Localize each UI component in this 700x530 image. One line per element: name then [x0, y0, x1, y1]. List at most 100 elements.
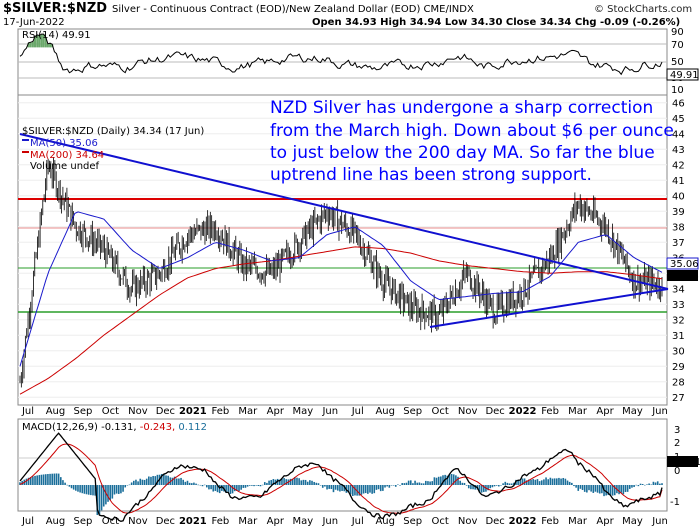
- macd-hist-bar: [208, 485, 210, 490]
- macd-hist-bar: [257, 485, 260, 486]
- macd-hist-bar: [581, 485, 584, 491]
- macd-hist-bar: [420, 483, 423, 485]
- macd-hist-bar: [431, 481, 434, 485]
- price-tick-label: 44: [672, 129, 685, 140]
- macd-hist-bar: [302, 479, 305, 485]
- macd-hist-bar: [379, 485, 382, 492]
- macd-hist-bar: [242, 485, 245, 488]
- rsi-tick-50: 50: [671, 57, 684, 68]
- macd-hist-bar: [440, 476, 442, 485]
- x-axis-label: Oct: [102, 406, 119, 417]
- uptrend-line: [429, 288, 669, 328]
- x-axis-label: Feb: [211, 406, 229, 417]
- macd-hist-bar: [390, 485, 393, 486]
- macd-hist-bar: [654, 482, 657, 485]
- macd-hist-bar: [646, 484, 648, 485]
- macd-hist-bar: [360, 485, 363, 495]
- macd-hist-bar: [25, 478, 28, 485]
- macd-hist-bar: [246, 485, 249, 487]
- price-tick-label: 39: [672, 207, 685, 218]
- macd-hist-bar: [435, 477, 438, 485]
- macd-panel: MACD(12,26,9) -0.131, -0.243, 0.112 3 2 …: [17, 418, 700, 522]
- macd-hist-bar: [659, 483, 661, 485]
- macd-hist-bar: [77, 485, 79, 492]
- macd-signal-label: -0.243,: [140, 422, 175, 433]
- macd-hist-bar: [272, 479, 275, 485]
- macd-hist-bar: [450, 473, 453, 485]
- macd-hist-bar: [461, 482, 464, 485]
- macd-hist-bar: [261, 484, 264, 486]
- macd-hist-bar: [212, 485, 215, 492]
- macd-hist-bar: [32, 476, 34, 485]
- macd-hist-bar: [491, 485, 494, 488]
- ohlc-readout: Open 34.93 High 34.94 Low 34.30 Close 34…: [312, 17, 680, 28]
- macd-hist-bar: [231, 485, 234, 494]
- macd-hist-bar: [661, 483, 663, 485]
- macd-hist-bar: [624, 485, 627, 493]
- x-axis-label: 2021: [179, 516, 207, 527]
- macd-hist-bar: [309, 480, 311, 485]
- macd-hist-bar: [55, 473, 58, 485]
- macd-hist-bar: [87, 485, 90, 495]
- macd-hist-bar: [463, 482, 466, 485]
- ma50-line: [19, 211, 663, 367]
- macd-hist-bar: [470, 485, 472, 490]
- macd-hist-bar: [620, 485, 623, 493]
- macd-hist-bar: [328, 485, 330, 489]
- annotation-line-4: uptrend line has been strong support.: [270, 165, 592, 185]
- macd-hist-bar: [347, 485, 350, 493]
- macd-hist-bar: [601, 485, 603, 494]
- macd-hist-bar: [313, 481, 315, 485]
- annotation-line-2: from the March high. Down about $6 per o…: [270, 121, 674, 141]
- macd-hist-bar: [128, 484, 131, 486]
- macd-hist-bar: [459, 480, 461, 485]
- macd-hist-bar: [517, 480, 519, 485]
- macd-hist-bar: [201, 485, 204, 487]
- x-axis-label: Sep: [74, 406, 93, 417]
- x-axis-label: Dec: [156, 516, 175, 527]
- x-axis-label: Oct: [432, 516, 449, 527]
- rsi-value-badge: 49.91: [670, 70, 699, 81]
- macd-hist-bar: [369, 485, 371, 493]
- x-axis-label: Feb: [541, 516, 559, 527]
- macd-hist-bar: [64, 482, 66, 485]
- macd-hist-bar: [416, 482, 419, 485]
- macd-hist-bar: [263, 482, 266, 485]
- macd-hist-bar: [474, 485, 476, 490]
- macd-hist-bar: [165, 475, 167, 485]
- macd-hist-bar: [98, 485, 101, 515]
- macd-hist-bar: [173, 476, 176, 485]
- macd-hist-bar: [534, 479, 537, 485]
- x-axis-label: Oct: [432, 406, 449, 417]
- macd-hist-bar: [334, 485, 337, 490]
- macd-hist-bar: [618, 485, 620, 495]
- macd-hist-bar: [412, 483, 414, 485]
- macd-hist-bar: [122, 485, 124, 492]
- macd-hist-bar: [588, 485, 590, 491]
- price-tick-label: 40: [672, 191, 685, 202]
- chart-description: Silver - Continuous Contract (EOD)/New Z…: [112, 4, 474, 15]
- macd-hist-bar: [502, 483, 504, 485]
- macd-hist-bar: [281, 478, 283, 485]
- macd-hist-bar: [530, 479, 532, 485]
- macd-hist-bar: [425, 480, 427, 485]
- macd-hist-bar: [92, 485, 94, 496]
- macd-hist-bar: [311, 480, 313, 485]
- macd-hist-bar: [388, 485, 391, 488]
- x-axis-label: Jul: [21, 406, 34, 417]
- macd-hist-bar: [294, 477, 296, 485]
- macd-hist-bar: [489, 485, 492, 489]
- macd-label: MACD(12,26,9) -0.131,: [22, 422, 137, 433]
- macd-hist-bar: [362, 485, 365, 494]
- macd-hist-bar: [38, 475, 41, 485]
- macd-hist-bar: [467, 485, 470, 489]
- macd-hist-bar: [225, 485, 227, 494]
- macd-hist-bar: [519, 480, 522, 485]
- annotation-line-1: NZD Silver has undergone a sharp correct…: [270, 98, 653, 118]
- macd-hist-bar: [298, 478, 300, 485]
- macd-hist-bar: [130, 482, 133, 485]
- macd-hist-bar: [607, 485, 610, 496]
- price-tick-label: 31: [672, 331, 685, 342]
- macd-hist-bar: [465, 485, 468, 486]
- macd-hist-bar: [373, 485, 376, 494]
